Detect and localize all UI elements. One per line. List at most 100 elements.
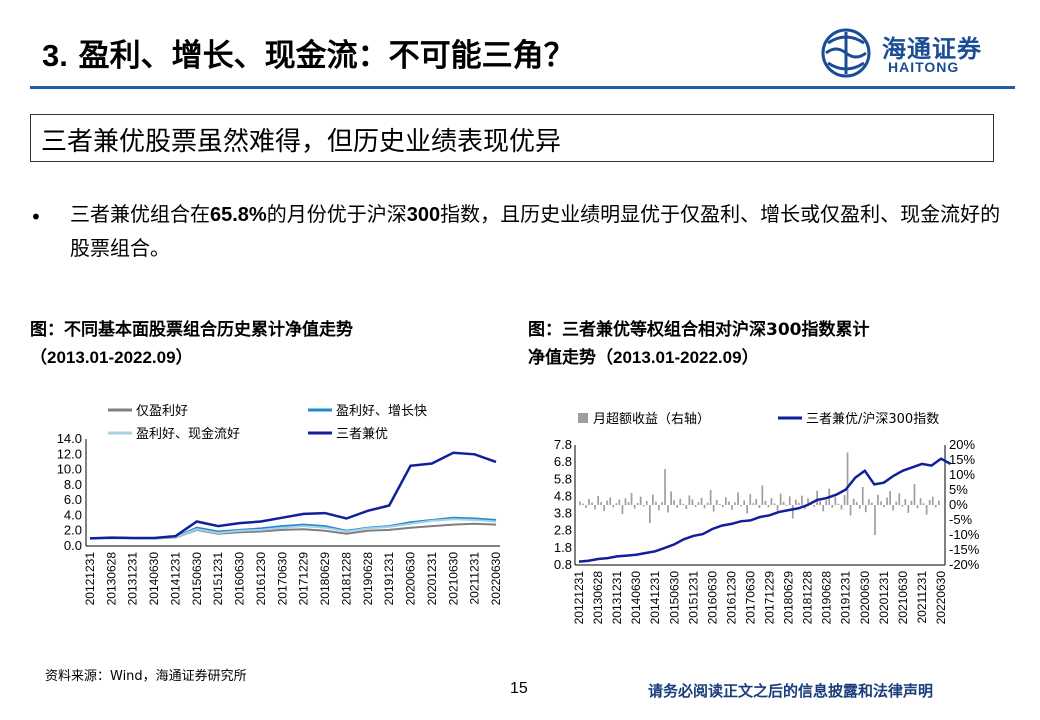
y-tick-label: 12.0 (57, 446, 82, 461)
page-title: 3. 盈利、增长、现金流：不可能三角？ (42, 30, 575, 75)
subtitle-box: 三者兼优股票虽然难得，但历史业绩表现优异 (30, 114, 994, 162)
x-tick-label: 20220630 (489, 552, 503, 606)
left-tick-label: 3.8 (554, 506, 572, 521)
chart1-caption-line1: 图：不同基本面股票组合历史累计净值走势 (30, 320, 353, 340)
excess-return-bar (700, 497, 703, 505)
excess-return-bar (712, 505, 715, 512)
y-tick-label: 8.0 (64, 477, 82, 492)
bullet-text: 三者兼优组合在65.8%的月份优于沪深300指数，且历史业绩明显优于仅盈利、增长… (70, 198, 1010, 265)
x-tick-label: 20141231 (168, 552, 182, 606)
excess-return-bar (758, 505, 761, 508)
excess-return-bar (819, 501, 821, 505)
left-tick-label: 1.8 (554, 540, 572, 555)
excess-return-bar (715, 499, 718, 505)
excess-return-bar (898, 493, 901, 505)
excess-return-bar (925, 505, 928, 515)
right-tick-label: -15% (949, 542, 980, 557)
chart2-caption-line1: 图：三者兼优等权组合相对沪深300指数累计 (528, 320, 870, 340)
excess-return-bar (886, 497, 888, 505)
excess-return-bar (664, 469, 666, 505)
legend-swatch-bar (578, 413, 588, 423)
excess-return-bar (916, 505, 919, 509)
x-tick-label: 20150630 (667, 571, 681, 625)
excess-return-bar (843, 495, 846, 505)
x-tick-label: 20151231 (686, 571, 700, 625)
excess-return-bar (785, 505, 788, 506)
excess-return-bar (734, 502, 736, 505)
excess-return-bar (679, 498, 682, 505)
excess-return-bar (609, 497, 612, 505)
y-tick-label: 6.0 (64, 492, 82, 507)
excess-return-bar (642, 505, 645, 507)
chart2-combo-chart: 0.8 1.8 2.8 3.8 4.8 5.8 6.8 7.8 -20%-15%-10%-5%0… (554, 411, 980, 625)
excess-return-bar (934, 505, 937, 508)
x-tick-label: 20201231 (425, 552, 439, 606)
excess-return-bar (649, 505, 651, 523)
excess-return-bar (922, 503, 925, 505)
excess-return-bar (597, 496, 599, 505)
excess-return-bar (880, 501, 882, 505)
x-tick-label: 20171229 (297, 552, 311, 606)
right-tick-label: -20% (949, 557, 980, 572)
right-tick-label: 15% (949, 452, 975, 467)
x-tick-label: 20131231 (610, 571, 624, 625)
legend-label: 仅盈利好 (136, 404, 188, 419)
excess-return-bar (603, 505, 605, 511)
excess-return-bar (834, 496, 837, 505)
excess-return-bar (606, 500, 609, 505)
excess-return-bar (688, 495, 691, 505)
excess-return-bar (795, 499, 797, 505)
excess-return-bar (877, 494, 879, 505)
excess-return-bar (798, 502, 800, 505)
excess-return-bar (782, 501, 785, 505)
left-tick-label: 0.8 (554, 557, 572, 572)
x-tick-label: 20181228 (801, 571, 815, 625)
x-tick-label: 20161230 (254, 552, 268, 606)
chart2-caption: 图：三者兼优等权组合相对沪深300指数累计 净值走势（2013.01-2022.… (528, 316, 870, 372)
excess-return-bar (919, 498, 922, 505)
excess-return-bar (743, 500, 745, 505)
y-tick-label: 10.0 (57, 462, 82, 477)
excess-return-bar (773, 503, 776, 505)
chart1-caption: 图：不同基本面股票组合历史累计净值走势 （2013.01-2022.09） (30, 316, 353, 372)
right-tick-label: -5% (949, 512, 973, 527)
excess-return-bar (746, 505, 748, 514)
excess-return-bar (752, 503, 755, 505)
excess-return-bar (776, 505, 779, 511)
excess-return-bar (755, 499, 758, 505)
excess-return-bar (849, 505, 852, 516)
excess-return-bar (913, 484, 916, 505)
excess-return-bar (864, 505, 867, 513)
excess-return-bar (767, 505, 770, 508)
x-tick-label: 20200630 (404, 552, 418, 606)
excess-return-bar (722, 505, 724, 508)
excess-return-bar (779, 493, 782, 505)
excess-return-bar (761, 485, 764, 505)
right-tick-label: -10% (949, 527, 980, 542)
excess-return-bar (670, 491, 672, 505)
x-tick-label: 20161230 (724, 571, 738, 625)
excess-return-bar (591, 502, 593, 505)
haitong-logo: 海通证券 HAITONG (818, 27, 1018, 79)
caption-text: 净值走势（ (528, 348, 613, 368)
x-tick-label: 20170630 (743, 571, 757, 625)
excess-return-bar (661, 502, 663, 505)
legend-label: 三者兼优/沪深300指数 (806, 411, 939, 427)
excess-return-bar (807, 498, 809, 505)
chart1-caption-line2: （2013.01-2022.09） (30, 344, 353, 372)
excess-return-bar (612, 505, 615, 508)
excess-return-bar (816, 490, 818, 505)
haitong-emblem-icon (821, 28, 871, 78)
excess-return-bar (874, 505, 876, 535)
excess-return-bar (618, 499, 621, 505)
excess-return-bar (791, 505, 794, 519)
page-number: 15 (510, 680, 528, 697)
excess-return-bar (858, 505, 861, 509)
excess-return-bar (718, 504, 721, 505)
excess-return-bar (645, 501, 648, 505)
x-tick-label: 20171229 (763, 571, 777, 625)
x-tick-label: 20121231 (83, 552, 97, 606)
excess-return-bar (749, 494, 752, 505)
x-tick-label: 20131231 (126, 552, 140, 606)
excess-return-bar (868, 499, 870, 505)
